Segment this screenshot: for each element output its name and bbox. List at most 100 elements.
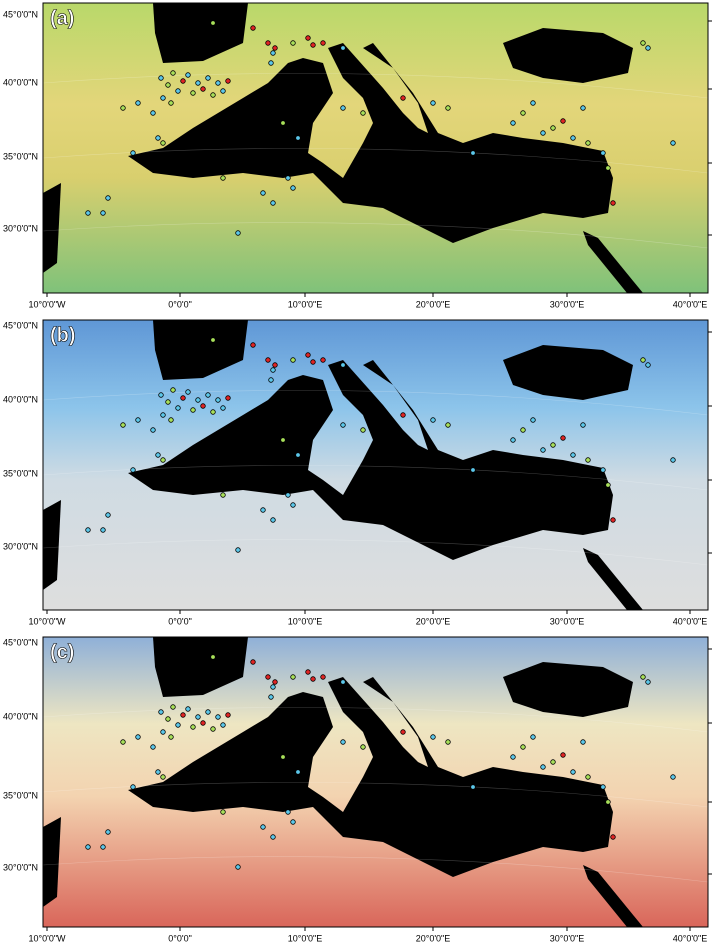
site-dot [195,714,201,720]
site-dot [210,337,216,343]
site-dot [310,676,316,682]
site-dot [105,195,111,201]
site-dot [600,467,606,473]
lon-label: 40°0'0"E [673,299,708,309]
site-dot [158,75,164,81]
site-dot [160,140,166,146]
site-dot [135,734,141,740]
site-dot [205,392,211,398]
site-dot [290,40,296,46]
site-dot [520,427,526,433]
site-dot [270,367,276,373]
site-dot [400,95,406,101]
site-dot [210,654,216,660]
site-dot [150,427,156,433]
site-dot [540,447,546,453]
site-dot [135,100,141,106]
site-dot [430,100,436,106]
site-dot [610,200,616,206]
site-dot [85,210,91,216]
lon-label: 10°0'0"W [28,299,66,309]
site-dot [158,392,164,398]
lon-label: 10°0'0"W [28,933,66,943]
site-dot [250,25,256,31]
site-dot [170,704,176,710]
site-dot [150,110,156,116]
lon-label: 10°0'0"E [288,933,323,943]
site-dot [670,774,676,780]
map-panel: (a) [42,2,709,294]
site-dot [640,674,646,680]
site-dot [270,50,276,56]
site-dot [280,754,286,760]
site-dot [200,403,206,409]
site-dot [170,387,176,393]
site-dot [205,709,211,715]
site-dot [285,175,291,181]
site-dot [150,744,156,750]
site-dot [165,82,171,88]
site-dot [210,409,216,415]
site-dot [580,422,586,428]
site-dot [165,716,171,722]
site-dot [155,135,161,141]
site-dot [560,752,566,758]
lon-label: 0°0'0" [168,299,192,309]
site-dot [85,527,91,533]
site-dot [295,135,301,141]
site-dot [215,714,221,720]
site-dot [225,395,231,401]
site-dot [305,35,311,41]
map-frame [42,636,709,928]
site-dot [360,110,366,116]
site-dot [220,88,226,94]
site-dot [360,427,366,433]
lat-label: 35°0'0"N [3,151,38,161]
site-dot [160,412,166,418]
lon-label: 10°0'0"W [28,616,66,626]
site-dot [550,442,556,448]
site-dot [510,754,516,760]
site-dot [400,412,406,418]
lon-label: 30°0'0"E [550,616,585,626]
site-dot [340,679,346,685]
site-dot [320,40,326,46]
lat-label: 40°0'0"N [3,711,38,721]
site-dot [120,422,126,428]
site-dot [610,517,616,523]
panel-label: (b) [50,324,76,346]
site-dot [268,60,274,66]
site-dot [175,405,181,411]
site-dot [100,527,106,533]
map-frame [42,2,709,294]
site-dot [155,769,161,775]
site-dot [530,734,536,740]
site-dot [180,712,186,718]
site-dot [265,674,271,680]
site-dot [670,140,676,146]
site-dot [210,726,216,732]
site-dot [320,674,326,680]
site-dot [585,774,591,780]
site-dot [215,80,221,86]
site-dot [160,457,166,463]
site-dot [265,357,271,363]
site-dot [430,417,436,423]
site-dot [570,452,576,458]
site-dot [585,457,591,463]
site-dot [270,684,276,690]
map-panel: (c) [42,636,709,928]
site-dot [272,679,278,685]
site-dot [100,844,106,850]
site-dot [220,492,226,498]
site-dot [235,864,241,870]
site-dot [540,130,546,136]
site-dot [580,105,586,111]
site-dot [195,80,201,86]
lon-label: 30°0'0"E [550,299,585,309]
site-dot [645,362,651,368]
lon-label: 20°0'0"E [416,933,451,943]
site-dot [340,422,346,428]
site-dot [290,357,296,363]
